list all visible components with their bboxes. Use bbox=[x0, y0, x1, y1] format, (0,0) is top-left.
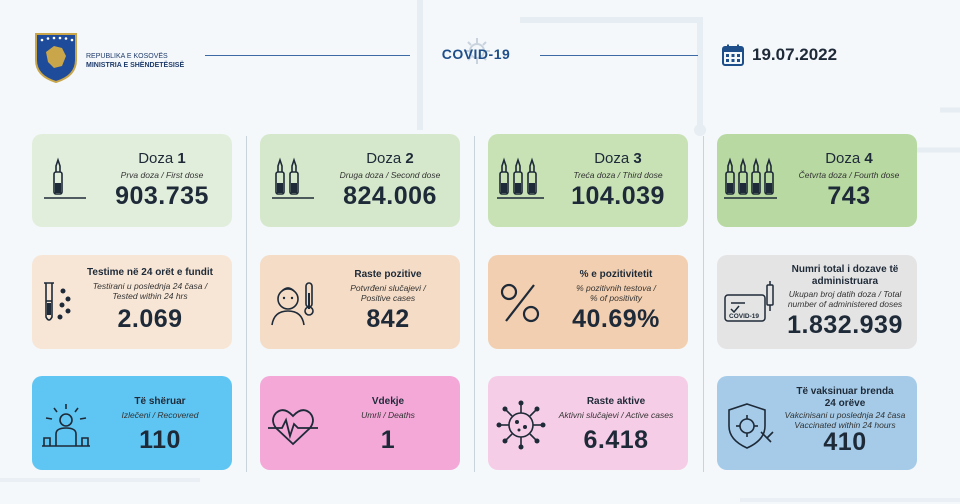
vaccinated-subtitle-line1: Vakcinisani u poslednja 24 časa bbox=[784, 410, 906, 420]
vial-4-icon bbox=[724, 157, 777, 199]
virus-icon bbox=[464, 38, 490, 64]
covid-label: COVID-19 bbox=[441, 46, 511, 62]
tests-value: 2.069 bbox=[117, 305, 183, 333]
total-doses-card: COVID-19 Numri total i dozave të adminis… bbox=[717, 255, 917, 349]
dose-subtitle: Treća doza / Third dose bbox=[573, 170, 663, 180]
positive-subtitle-line2: Positive cases bbox=[360, 293, 416, 303]
positivity-card: % e pozitivitetit % pozitivnih testova /… bbox=[488, 255, 688, 349]
active-card: Raste aktive Aktivni slučajevi / Active … bbox=[488, 376, 688, 470]
recovered-person-icon bbox=[42, 404, 90, 447]
positivity-value: 40.69% bbox=[572, 305, 660, 333]
positivity-subtitle-line1: % pozitivnih testova / bbox=[576, 283, 656, 293]
heartbeat-icon bbox=[268, 409, 318, 446]
percent-icon bbox=[500, 283, 540, 323]
tests-heading: Testime në 24 orët e fundit bbox=[87, 267, 213, 278]
vaccinated-value: 410 bbox=[823, 428, 867, 456]
positive-value: 842 bbox=[366, 305, 410, 333]
recovered-subtitle: Izlečeni / Recovered bbox=[121, 410, 199, 420]
shield-virus-icon bbox=[728, 403, 774, 449]
dose-value: 824.006 bbox=[343, 182, 437, 210]
total-doses-heading-line2: administruara bbox=[811, 276, 879, 287]
vial-2-icon bbox=[272, 157, 314, 199]
ministry-line1: REPUBLIKA E KOSOVËS bbox=[86, 53, 168, 60]
dose-title-word: Doza bbox=[138, 150, 174, 167]
recovered-heading: Të shëruar bbox=[134, 396, 186, 407]
vial-1-icon bbox=[44, 157, 86, 199]
dose-card-4: Doza 4 Četvrta doza / Fourth dose 743 bbox=[717, 134, 917, 227]
virus-cells-icon bbox=[496, 400, 546, 450]
positivity-heading: % e pozitivitetit bbox=[579, 269, 653, 280]
recovered-card: Të shëruar Izlečeni / Recovered 110 bbox=[32, 376, 232, 470]
dose-value: 104.039 bbox=[571, 182, 665, 210]
total-doses-subtitle-line1: Ukupan broj datih doza / Total bbox=[788, 289, 902, 299]
dose-title-number: 3 bbox=[633, 150, 642, 167]
covid-title: COVID-19 bbox=[418, 38, 534, 68]
positivity-subtitle-line2: % of positivity bbox=[590, 293, 642, 303]
dose-title-number: 2 bbox=[405, 150, 414, 167]
deaths-subtitle: Umrli / Deaths bbox=[361, 410, 415, 420]
vial-3-icon bbox=[497, 157, 544, 199]
column-separator bbox=[474, 136, 475, 472]
dose-title-word: Doza bbox=[594, 150, 630, 167]
test-tube-icon bbox=[44, 282, 71, 321]
dose-subtitle: Prva doza / First dose bbox=[120, 170, 204, 180]
report-date: 19.07.2022 bbox=[752, 45, 838, 64]
column-separator bbox=[703, 136, 704, 472]
calendar-icon bbox=[722, 44, 744, 66]
positive-heading: Raste pozitive bbox=[354, 269, 422, 280]
vaccinated-subtitle-line2: Vaccinated within 24 hours bbox=[794, 420, 896, 430]
vaccinated-card: Të vaksinuar brenda 24 orëve Vakcinisani… bbox=[717, 376, 917, 470]
dose-subtitle: Druga doza / Second dose bbox=[339, 170, 441, 180]
dose-value: 903.735 bbox=[115, 182, 209, 210]
dose-card-2: Doza 2 Druga doza / Second dose 824.006 bbox=[260, 134, 460, 227]
dose-title-number: 1 bbox=[177, 150, 186, 167]
tests-card: Testime në 24 orët e fundit Testirani u … bbox=[32, 255, 232, 349]
total-doses-subtitle-line2: number of administered doses bbox=[787, 299, 903, 309]
positive-card: Raste pozitive Potvrđeni slučajevi / Pos… bbox=[260, 255, 460, 349]
header-divider-left bbox=[205, 55, 410, 56]
kosovo-coat-of-arms-logo bbox=[35, 33, 77, 84]
tests-subtitle-line2: Tested within 24 hrs bbox=[112, 291, 188, 301]
fever-person-icon bbox=[271, 282, 314, 326]
covid-certificate-icon: COVID-19 bbox=[724, 281, 774, 322]
active-heading: Raste aktive bbox=[586, 396, 646, 407]
recovered-value: 110 bbox=[139, 426, 181, 454]
dose-subtitle: Četvrta doza / Fourth dose bbox=[798, 170, 900, 180]
ministry-line2: MINISTRIA E SHËNDETËSISË bbox=[86, 62, 185, 69]
total-doses-heading-line1: Numri total i dozave të bbox=[791, 264, 899, 275]
vaccinated-heading-line1: Të vaksinuar brenda bbox=[796, 386, 894, 397]
positive-subtitle-line1: Potvrđeni slučajevi / bbox=[350, 283, 426, 293]
tests-subtitle-line1: Testirani u poslednja 24 časa / bbox=[92, 281, 208, 291]
dose-value: 743 bbox=[827, 182, 871, 210]
vaccinated-heading-line2: 24 orëve bbox=[824, 398, 866, 409]
active-value: 6.418 bbox=[583, 426, 649, 454]
column-separator bbox=[246, 136, 247, 472]
total-doses-value: 1.832.939 bbox=[787, 311, 903, 339]
deaths-value: 1 bbox=[380, 426, 396, 454]
deaths-heading: Vdekje bbox=[371, 396, 405, 407]
dose-card-3: Doza 3 Treća doza / Third dose 104.039 bbox=[488, 134, 688, 227]
dose-title-word: Doza bbox=[366, 150, 402, 167]
dose-title-number: 4 bbox=[864, 150, 873, 167]
header-divider-right bbox=[540, 55, 698, 56]
dose-title-word: Doza bbox=[825, 150, 861, 167]
deaths-card: Vdekje Umrli / Deaths 1 bbox=[260, 376, 460, 470]
dose-card-1: Doza 1 Prva doza / First dose 903.735 bbox=[32, 134, 232, 227]
certificate-label: COVID-19 bbox=[729, 313, 759, 320]
ministry-name: REPUBLIKA E KOSOVËS MINISTRIA E SHËNDETË… bbox=[86, 52, 184, 70]
active-subtitle: Aktivni slučajevi / Active cases bbox=[558, 410, 674, 420]
